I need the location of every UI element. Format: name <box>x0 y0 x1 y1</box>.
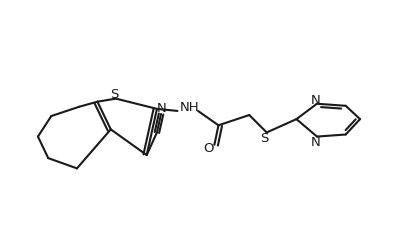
Text: O: O <box>203 142 213 155</box>
Text: NH: NH <box>180 101 199 114</box>
Text: N: N <box>311 94 321 107</box>
Text: S: S <box>110 88 118 101</box>
Text: N: N <box>157 102 167 115</box>
Text: N: N <box>311 136 321 149</box>
Text: S: S <box>260 131 269 144</box>
